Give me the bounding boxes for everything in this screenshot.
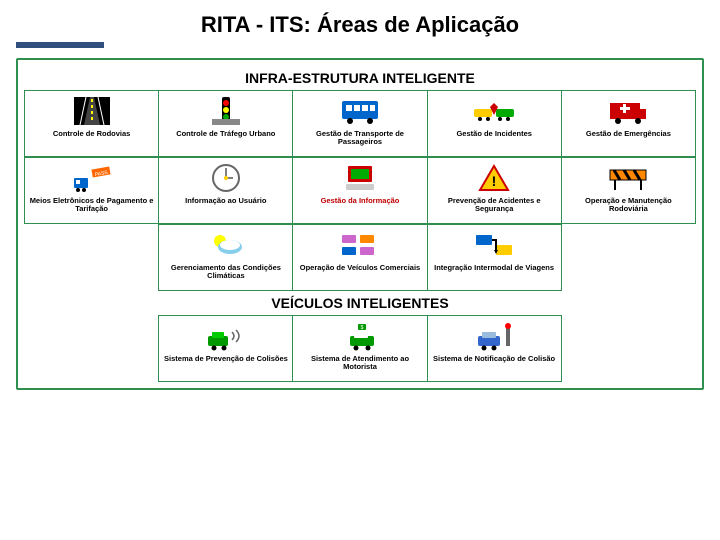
traffic-light-icon: [203, 94, 249, 128]
cell-label: Gestão de Transporte de Passageiros: [295, 129, 424, 148]
weather-icon: [203, 228, 249, 262]
cell-label: Prevenção de Acidentes e Segurança: [430, 196, 559, 215]
cell-label: Gerenciamento das Condições Climáticas: [161, 263, 290, 282]
assist-car-icon: $: [337, 319, 383, 353]
ambulance-icon: [605, 94, 651, 128]
cell-assist-car: $ Sistema de Atendimento ao Motorista: [293, 316, 427, 382]
svg-text:!: !: [492, 173, 497, 189]
cell-label: Integração Intermodal de Viagens: [432, 263, 556, 273]
cell-label: Meios Eletrônicos de Pagamento e Tarifaç…: [27, 196, 156, 215]
cell-label: Operação de Veículos Comerciais: [298, 263, 422, 273]
notify-car-icon: [471, 319, 517, 353]
cell-weather: Gerenciamento das Condições Climáticas: [159, 225, 293, 291]
cell-bus: Gestão de Transporte de Passageiros: [293, 91, 427, 157]
slide: RITA - ITS: Áreas de Aplicação INFRA-EST…: [0, 0, 720, 540]
accent-bar: [16, 42, 104, 48]
svg-text:$: $: [361, 325, 364, 331]
highway-icon: [69, 94, 115, 128]
cell-highway: Controle de Rodovias: [25, 91, 159, 157]
cell-traffic-light: Controle de Tráfego Urbano: [159, 91, 293, 157]
intermodal-icon: [471, 228, 517, 262]
cell-label: Operação e Manutenção Rodoviária: [564, 196, 693, 215]
infra-row-2: Gerenciamento das Condições Climáticas O…: [158, 224, 561, 291]
cell-crash: Gestão de Incidentes: [428, 91, 562, 157]
cell-label: Sistema de Notificação de Colisão: [431, 354, 557, 364]
cell-radar-car: Sistema de Prevenção de Colisões: [159, 316, 293, 382]
road-work-icon: [605, 161, 651, 195]
info-kiosk-icon: [203, 161, 249, 195]
cell-road-work: Operação e Manutenção Rodoviária: [562, 158, 696, 224]
cell-intermodal: Integração Intermodal de Viagens: [428, 225, 562, 291]
cell-computer: Gestão da Informação: [293, 158, 427, 224]
cell-label: Gestão de Incidentes: [454, 129, 533, 139]
cell-label: Controle de Rodovias: [51, 129, 133, 139]
infra-heading: INFRA-ESTRUTURA INTELIGENTE: [24, 66, 696, 90]
toll-icon: PASS: [69, 161, 115, 195]
warning-icon: !: [471, 161, 517, 195]
cell-ambulance: Gestão de Emergências: [562, 91, 696, 157]
cell-info-kiosk: Informação ao Usuário: [159, 158, 293, 224]
cell-notify-car: Sistema de Notificação de Colisão: [428, 316, 562, 382]
infra-row-0: Controle de Rodovias Controle de Tráfego…: [24, 90, 696, 157]
cell-label: Gestão de Emergências: [584, 129, 673, 139]
fleet-icon: [337, 228, 383, 262]
svg-text:PASS: PASS: [94, 170, 108, 178]
vehicles-heading: VEÍCULOS INTELIGENTES: [24, 291, 696, 315]
infra-row-1: PASS Meios Eletrônicos de Pagamento e Ta…: [24, 157, 696, 224]
outer-box: INFRA-ESTRUTURA INTELIGENTE Controle de …: [16, 58, 704, 390]
bus-icon: [337, 94, 383, 128]
cell-label: Sistema de Prevenção de Colisões: [162, 354, 290, 364]
computer-icon: [337, 161, 383, 195]
cell-fleet: Operação de Veículos Comerciais: [293, 225, 427, 291]
cell-toll: PASS Meios Eletrônicos de Pagamento e Ta…: [25, 158, 159, 224]
cell-warning: ! Prevenção de Acidentes e Segurança: [428, 158, 562, 224]
cell-label: Sistema de Atendimento ao Motorista: [295, 354, 424, 373]
cell-label: Controle de Tráfego Urbano: [174, 129, 277, 139]
radar-car-icon: [203, 319, 249, 353]
vehicles-row: Sistema de Prevenção de Colisões $ Siste…: [158, 315, 561, 382]
cell-label: Gestão da Informação: [319, 196, 402, 206]
page-title: RITA - ITS: Áreas de Aplicação: [16, 12, 704, 38]
cell-label: Informação ao Usuário: [183, 196, 268, 206]
crash-icon: [471, 94, 517, 128]
